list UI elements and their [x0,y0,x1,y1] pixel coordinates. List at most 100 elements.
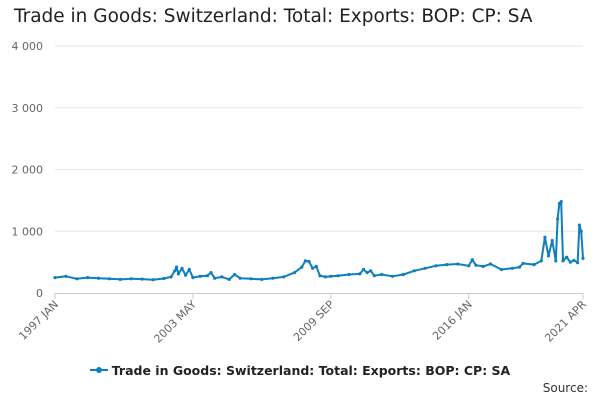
data-point[interactable] [233,272,237,277]
data-point[interactable] [205,274,209,278]
data-point[interactable] [307,259,311,264]
data-point[interactable] [53,276,57,280]
data-point[interactable] [456,262,460,266]
x-tick-label: 2009 SEP [291,298,337,344]
data-point[interactable] [151,278,155,282]
data-point[interactable] [521,261,525,265]
data-point[interactable] [550,238,554,243]
data-point[interactable] [96,276,101,280]
data-point[interactable] [187,267,191,272]
data-point[interactable] [572,258,576,262]
data-point[interactable] [75,277,79,281]
data-point[interactable] [184,273,188,277]
data-point[interactable] [568,260,572,264]
data-point[interactable] [517,265,522,269]
data-point[interactable] [314,264,318,268]
data-point[interactable] [238,276,242,280]
data-point[interactable] [361,267,366,272]
y-axis-ticks: 0 1 000 2 000 3 000 4 000 [12,40,44,300]
data-point[interactable] [481,264,485,268]
data-point[interactable] [499,267,503,272]
data-point[interactable] [539,259,543,263]
data-point[interactable] [249,277,253,281]
data-point[interactable] [423,266,427,270]
data-point[interactable] [510,266,514,270]
data-point[interactable] [474,263,478,267]
data-point[interactable] [470,258,474,262]
data-point[interactable] [213,276,217,280]
data-point[interactable] [118,277,122,281]
data-point[interactable] [565,255,569,259]
data-point[interactable] [554,259,558,263]
data-point[interactable] [292,271,297,275]
data-point[interactable] [129,277,133,281]
data-point[interactable] [434,264,438,268]
data-point[interactable] [445,263,449,267]
data-point[interactable] [365,271,369,275]
x-axis-ticks: 1997 JAN 2003 MAY 2009 SEP 2016 JAN 2021 APR [16,293,589,346]
data-point[interactable] [380,272,384,277]
y-tick-label: 0 [36,287,43,300]
x-tick-label: 2003 MAY [151,298,199,346]
y-tick-label: 2 000 [12,164,44,177]
data-point[interactable] [227,277,231,281]
data-point[interactable] [282,275,286,279]
data-point[interactable] [556,217,560,221]
data-point[interactable] [488,262,493,266]
grid-lines [55,45,583,232]
data-point[interactable] [318,274,322,278]
y-tick-label: 3 000 [12,102,44,115]
data-point[interactable] [412,269,416,273]
chart-title: Trade in Goods: Switzerland: Total: Expo… [14,6,533,27]
legend[interactable]: Trade in Goods: Switzerland: Total: Expo… [0,363,600,378]
data-point[interactable] [198,274,202,278]
data-point[interactable] [467,264,471,268]
data-point[interactable] [546,254,551,258]
data-point[interactable] [576,261,580,265]
data-point[interactable] [175,265,179,269]
y-tick-label: 4 000 [12,40,44,53]
data-point[interactable] [180,266,184,270]
x-tick-label: 2016 JAN [430,298,475,343]
data-point[interactable] [347,272,351,277]
data-point[interactable] [64,274,68,278]
data-point[interactable] [401,272,405,277]
data-point[interactable] [107,277,111,281]
data-point[interactable] [543,235,547,239]
data-point[interactable] [191,276,195,280]
data-point[interactable] [271,276,275,280]
data-point[interactable] [390,274,395,278]
data-point[interactable] [86,276,90,280]
data-point[interactable] [209,271,213,275]
data-point[interactable] [176,272,180,276]
data-point[interactable] [173,269,177,273]
source-label: Source: [542,381,588,395]
x-tick-label: 2021 APR [542,298,589,345]
data-point[interactable] [220,275,224,279]
data-point[interactable] [329,274,333,278]
data-point[interactable] [336,274,340,278]
data-point[interactable] [300,265,304,269]
data-point[interactable] [169,275,173,279]
x-tick-label: 1997 JAN [16,298,61,343]
series-group [53,200,585,282]
data-point[interactable] [260,277,264,281]
data-point[interactable] [162,276,166,281]
data-point[interactable] [311,266,315,270]
legend-swatch-icon [89,366,108,373]
data-point[interactable] [581,256,585,260]
data-point[interactable] [577,223,582,227]
data-point[interactable] [369,269,373,273]
data-point[interactable] [579,229,583,233]
series-line [54,200,584,281]
data-point[interactable] [532,263,536,267]
data-point[interactable] [559,200,563,204]
data-point[interactable] [358,272,362,276]
data-point[interactable] [372,274,376,278]
data-point[interactable] [323,275,327,279]
data-point[interactable] [303,259,307,263]
y-tick-label: 1 000 [12,225,44,238]
data-point[interactable] [561,259,565,263]
data-point[interactable] [140,277,144,281]
